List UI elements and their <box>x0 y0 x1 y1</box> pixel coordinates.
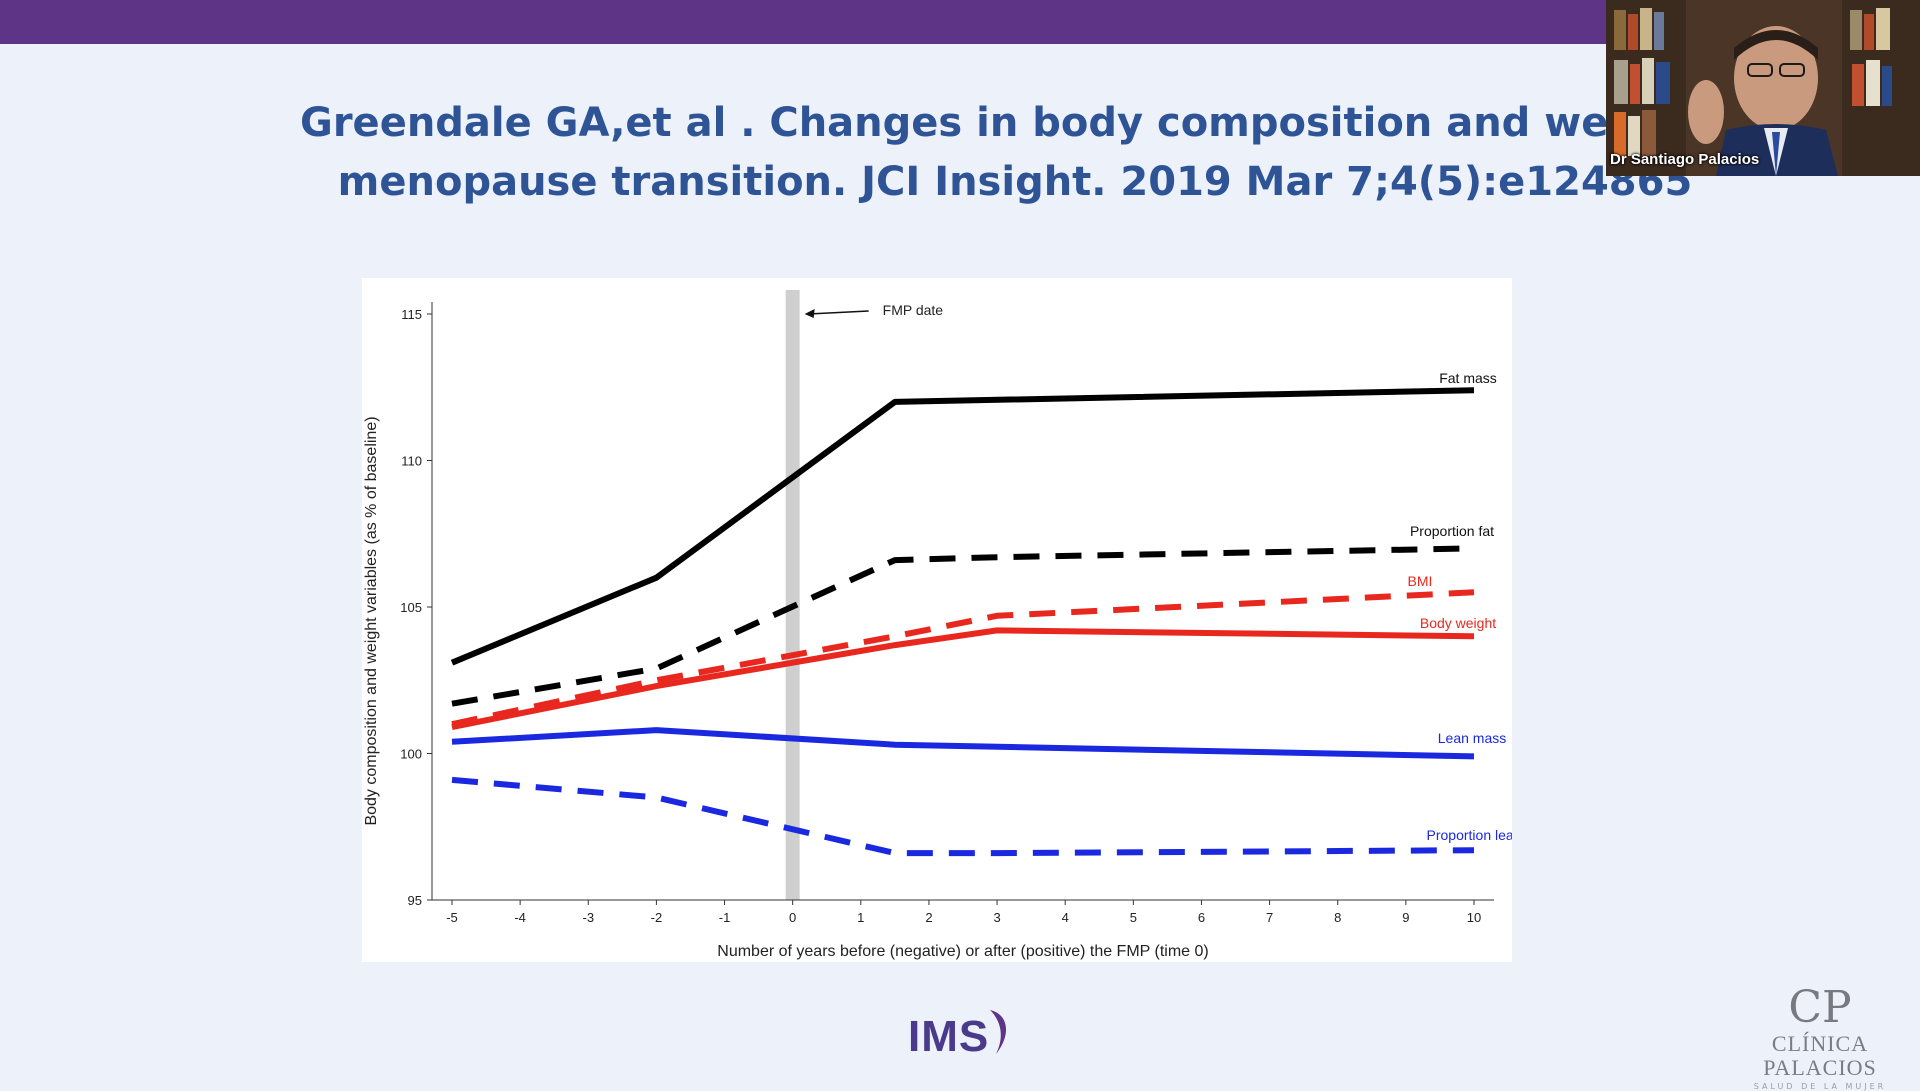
series-label-bmi: BMI <box>1408 573 1433 589</box>
series-label-lean-mass: Lean mass <box>1438 730 1506 746</box>
x-tick-label: 5 <box>1130 910 1137 925</box>
x-tick-label: 3 <box>993 910 1000 925</box>
chart-panel: FMP date 95 100 105 110 115 -5 -4 -3 -2 -1 0 1 2 3 4 5 6 7… <box>362 278 1512 962</box>
slide-title-line-2: menopause transition. JCI Insight. 2019 … <box>337 159 1693 205</box>
x-tick-label: 4 <box>1062 910 1069 925</box>
series-line-proportion-fat <box>451 545 1475 707</box>
x-tick-label: 0 <box>789 910 796 925</box>
y-tick-label: 110 <box>401 454 422 469</box>
series-line-lean-mass <box>451 727 1475 760</box>
x-tick-label: -3 <box>582 910 594 925</box>
fmp-date-label: FMP date <box>883 302 944 318</box>
y-tick-label: 100 <box>400 747 422 762</box>
ims-logo: IMS <box>908 1004 1018 1064</box>
fmp-arrow-line <box>808 310 869 315</box>
x-tick-label: 7 <box>1266 910 1273 925</box>
x-tick-label: 9 <box>1402 910 1409 925</box>
x-tick-label: 8 <box>1334 910 1341 925</box>
y-tick-label: 115 <box>401 307 422 322</box>
series-line-bmi <box>451 589 1475 728</box>
series-label-proportion-fat: Proportion fat <box>1410 523 1494 539</box>
x-tick-label: -5 <box>446 910 458 925</box>
series-line-proportion-lean <box>451 776 1475 857</box>
x-axis-title: Number of years before (negative) or aft… <box>717 943 1208 960</box>
x-tick-label: 2 <box>925 910 932 925</box>
body-composition-chart: FMP date 95 100 105 110 115 -5 -4 -3 -2 -1 0 1 2 3 4 5 6 7… <box>363 290 1512 960</box>
x-tick-label: 10 <box>1467 910 1481 925</box>
clinica-palacios-logo: CP CLÍNICA PALACIOS SALUD DE LA MUJER <box>1720 982 1920 1091</box>
series-line-fat-mass <box>450 387 1475 666</box>
clinic-name: CLÍNICA PALACIOS <box>1763 1031 1877 1080</box>
x-tick-label: -1 <box>719 910 731 925</box>
x-tick-label: -4 <box>514 910 526 925</box>
slide-title: Greendale GA,et al . Changes in body com… <box>300 94 1920 212</box>
series-label-fat-mass: Fat mass <box>1439 370 1497 386</box>
speaker-name-label: Dr Santiago Palacios <box>1610 151 1760 168</box>
ims-swoosh-icon <box>990 1010 1007 1054</box>
series-label-body-weight: Body weight <box>1420 615 1496 631</box>
clinic-subtitle: SALUD DE LA MUJER <box>1753 1082 1887 1091</box>
series-line-body-weight <box>451 627 1475 731</box>
speaker-video-image <box>1606 0 1920 176</box>
x-tick-label: 1 <box>857 910 864 925</box>
series-label-proportion-lean: Proportion lean <box>1427 827 1512 843</box>
ims-logo-text: IMS <box>908 1012 990 1061</box>
speaker-video-tile[interactable]: Dr Santiago Palacios <box>1606 0 1920 176</box>
fmp-arrow-head <box>804 309 815 318</box>
clinic-monogram: CP <box>1788 982 1852 1033</box>
x-tick-label: 6 <box>1198 910 1205 925</box>
slide-title-line-1: Greendale GA,et al . Changes in body com… <box>300 100 1920 146</box>
y-tick-label: 105 <box>400 600 422 615</box>
top-accent-bar <box>0 0 1606 44</box>
y-axis-title: Body composition and weight variables (a… <box>363 416 380 825</box>
x-tick-label: -2 <box>651 910 663 925</box>
fmp-date-band <box>785 290 800 900</box>
y-tick-label: 95 <box>408 893 422 908</box>
